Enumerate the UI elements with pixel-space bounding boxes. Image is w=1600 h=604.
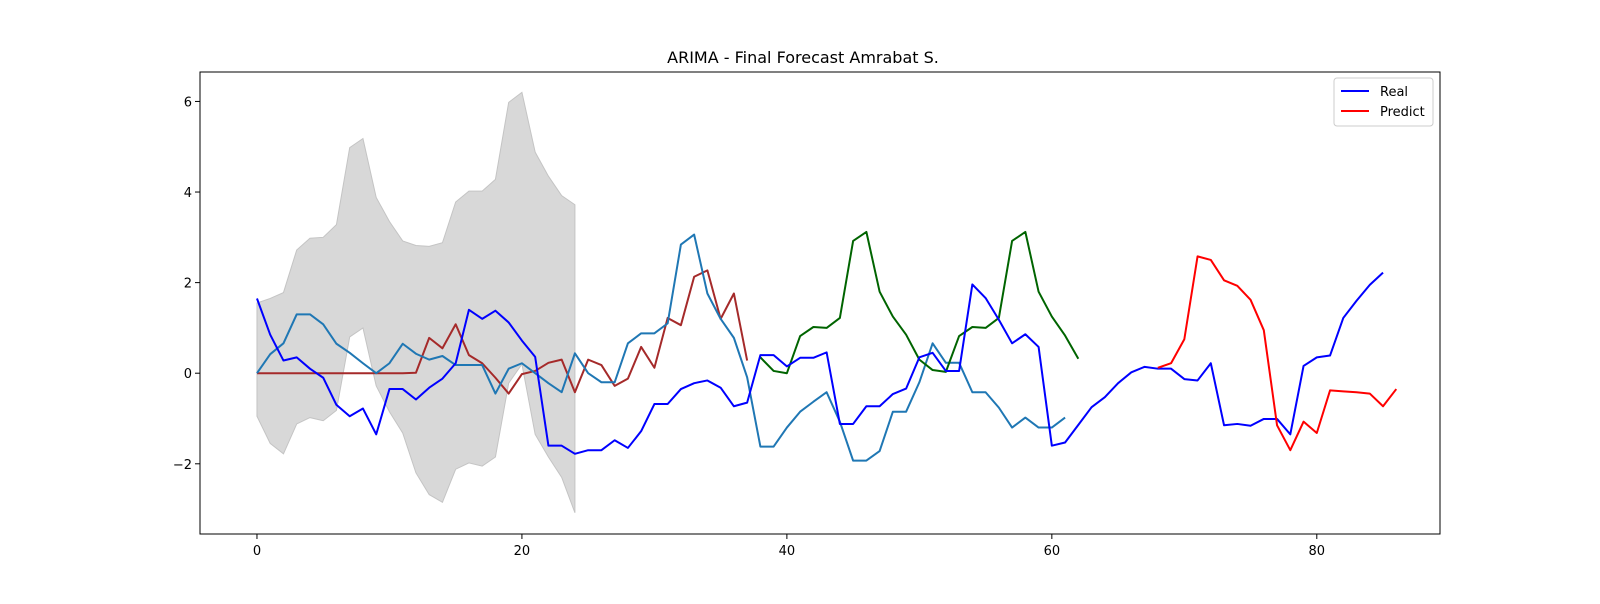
confidence-band-layer (256, 91, 576, 513)
series-real-line (256, 271, 1384, 455)
x-tick-label: 20 (514, 544, 531, 559)
x-tick-label: 40 (779, 544, 796, 559)
plot-frame (199, 71, 1441, 535)
y-tick-label: 0 (184, 367, 192, 382)
series-layer (256, 230, 1398, 462)
legend-label-real: Real (1380, 85, 1408, 100)
y-tick-label: 2 (184, 277, 192, 292)
x-tick-label: 80 (1309, 544, 1326, 559)
confidence-band (256, 91, 576, 513)
x-tick-label: 60 (1044, 544, 1061, 559)
series-fitted-blue-line (256, 233, 1066, 462)
legend: Real Predict (1333, 77, 1434, 127)
y-tick-label: −2 (173, 458, 192, 473)
x-tick-label: 0 (253, 544, 261, 559)
y-axis: −2 0 2 4 6 (173, 95, 200, 473)
x-axis: 0 20 40 60 80 (253, 534, 1325, 559)
legend-label-predict: Predict (1380, 105, 1425, 120)
series-forecast-green-line (759, 230, 1080, 375)
y-tick-label: 4 (184, 186, 192, 201)
y-tick-label: 6 (184, 95, 192, 110)
chart-title: ARIMA - Final Forecast Amrabat S. (667, 48, 939, 67)
series-predict-line (1157, 255, 1398, 452)
